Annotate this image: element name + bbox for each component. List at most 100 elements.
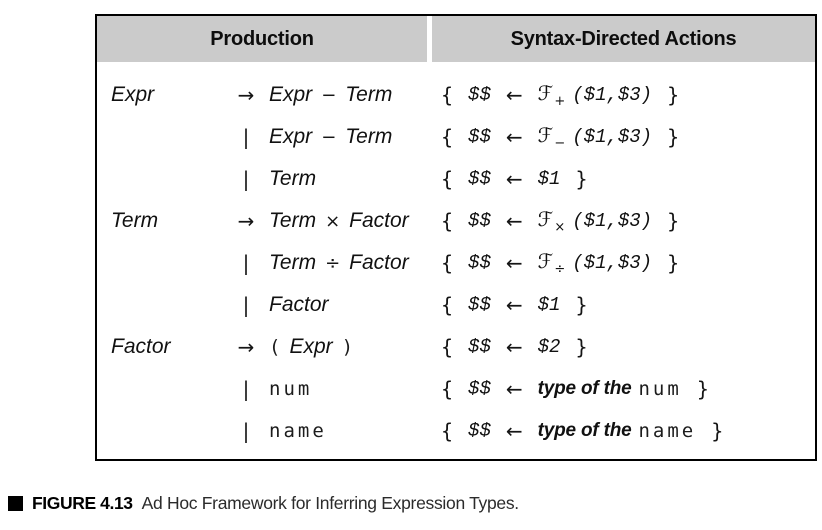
derives-arrow: →	[237, 335, 255, 359]
assign-arrow: ←	[505, 377, 523, 401]
figure-caption: FIGURE 4.13 Ad Hoc Framework for Inferri…	[8, 493, 519, 514]
nonterminal-symbol: Term	[269, 209, 317, 232]
script-f-operator-subscript: ÷	[554, 262, 566, 277]
nonterminal-symbol: Factor	[349, 209, 409, 232]
figure-title: Ad Hoc Framework for Inferring Expressio…	[141, 493, 520, 513]
production-row: Expr → Expr − Term{$$ ← ℱ+ ($1,$3)}	[97, 74, 815, 116]
alternation-bar: |	[242, 293, 250, 317]
action-expression: $2	[538, 336, 561, 358]
open-brace: {	[441, 209, 454, 233]
syntax-directed-action: {$$ ← ℱ+ ($1,$3)}	[441, 81, 815, 109]
production-row: Factor → (Expr) {$$ ← $2}	[97, 326, 815, 368]
production-rhs: Term ÷ Factor	[269, 251, 441, 275]
derives-arrow: →	[237, 83, 255, 107]
assign-arrow: ←	[505, 125, 523, 149]
production-row: | name {$$ ← type of the name}	[97, 410, 815, 452]
derives-arrow: →	[237, 209, 255, 233]
close-brace: }	[667, 209, 680, 233]
nonterminal-symbol: Factor	[269, 293, 329, 316]
nonterminal-symbol: Term	[345, 83, 393, 106]
production-rhs: Term	[269, 167, 441, 191]
action-expression: ℱ÷ ($1,$3)	[538, 249, 652, 277]
production-row: | Expr − Term{$$ ← ℱ− ($1,$3)}	[97, 116, 815, 158]
column-header-production: Production	[97, 16, 427, 62]
script-f-operator-subscript: ×	[554, 220, 566, 235]
prose-symbol: type of the	[537, 420, 632, 441]
script-f-operator-subscript: −	[554, 136, 566, 151]
operator-symbol: ÷	[325, 252, 341, 274]
syntax-directed-action: {$$ ← type of the name}	[441, 419, 815, 443]
action-expression: ℱ× ($1,$3)	[538, 207, 652, 235]
dollar-dollar-target: $$	[468, 126, 491, 148]
dollar-dollar-target: $$	[468, 378, 491, 400]
column-header-syntax-directed-actions: Syntax-Directed Actions	[432, 16, 815, 62]
code-symbol: $1	[537, 168, 561, 190]
production-rhs: Expr − Term	[269, 83, 441, 107]
caption-square-bullet-icon	[8, 496, 23, 511]
dollar-dollar-target: $$	[468, 294, 491, 316]
terminal-symbol: name	[269, 420, 327, 442]
assign-arrow: ←	[505, 167, 523, 191]
open-brace: {	[441, 251, 454, 275]
production-row: Term → Term × Factor {$$ ← ℱ× ($1,$3)}	[97, 200, 815, 242]
grammar-actions-table: Production Syntax-Directed Actions Expr →…	[95, 14, 817, 461]
production-rhs: (Expr)	[269, 335, 441, 359]
terminal-symbol: num	[638, 378, 682, 400]
syntax-directed-action: {$$ ← ℱ× ($1,$3)}	[441, 207, 815, 235]
assign-arrow: ←	[505, 251, 523, 275]
code-symbol: $2	[537, 336, 561, 358]
nonterminal-symbol: Term	[345, 125, 393, 148]
production-rhs: Term × Factor	[269, 209, 441, 233]
open-brace: {	[441, 83, 454, 107]
syntax-directed-action: {$$ ← $1}	[441, 293, 815, 317]
prose-symbol: type of the	[537, 378, 632, 399]
operator-symbol: ×	[325, 210, 341, 232]
close-brace: }	[667, 125, 680, 149]
alternation-bar: |	[242, 167, 250, 191]
dollar-dollar-target: $$	[468, 420, 491, 442]
paren-symbol: (	[269, 336, 281, 358]
nonterminal-symbol: Factor	[349, 251, 409, 274]
terminal-symbol: name	[638, 420, 697, 442]
assign-arrow: ←	[505, 419, 523, 443]
nonterminal-symbol: Expr	[289, 335, 333, 358]
code-symbol: ($1,$3)	[572, 252, 653, 274]
production-row: | num {$$ ← type of the num}	[97, 368, 815, 410]
nonterminal-symbol: Term	[269, 167, 317, 190]
script-f-function: ℱ−	[537, 123, 566, 151]
close-brace: }	[696, 377, 709, 401]
dollar-dollar-target: $$	[468, 210, 491, 232]
dollar-dollar-target: $$	[468, 84, 491, 106]
operator-symbol: −	[321, 126, 337, 148]
production-lhs: Factor	[111, 335, 171, 358]
production-rhs: Expr − Term	[269, 125, 441, 149]
alternation-bar: |	[242, 125, 250, 149]
syntax-directed-action: {$$ ← ℱ− ($1,$3)}	[441, 123, 815, 151]
syntax-directed-action: {$$ ← $2}	[441, 335, 815, 359]
action-expression: $1	[538, 168, 561, 190]
terminal-symbol: num	[269, 378, 313, 400]
header-column-divider	[427, 16, 432, 62]
open-brace: {	[441, 377, 454, 401]
close-brace: }	[667, 251, 680, 275]
operator-symbol: −	[321, 84, 337, 106]
code-symbol: ($1,$3)	[572, 210, 653, 232]
production-row: | Term ÷ Factor {$$ ← ℱ÷ ($1,$3)}	[97, 242, 815, 284]
close-brace: }	[667, 83, 680, 107]
nonterminal-symbol: Expr	[269, 125, 313, 148]
table-header-row: Production Syntax-Directed Actions	[97, 16, 815, 62]
action-expression: $1	[538, 294, 561, 316]
production-rhs: name	[269, 420, 441, 442]
dollar-dollar-target: $$	[468, 168, 491, 190]
open-brace: {	[441, 335, 454, 359]
nonterminal-symbol: Expr	[269, 83, 313, 106]
code-symbol: ($1,$3)	[572, 126, 653, 148]
code-symbol: $1	[537, 294, 561, 316]
open-brace: {	[441, 419, 454, 443]
assign-arrow: ←	[505, 335, 523, 359]
table-body: Expr → Expr − Term{$$ ← ℱ+ ($1,$3)} | Expr − Term{$…	[97, 62, 815, 452]
open-brace: {	[441, 167, 454, 191]
production-row: | Term {$$ ← $1}	[97, 158, 815, 200]
script-f-function: ℱ÷	[537, 249, 566, 277]
